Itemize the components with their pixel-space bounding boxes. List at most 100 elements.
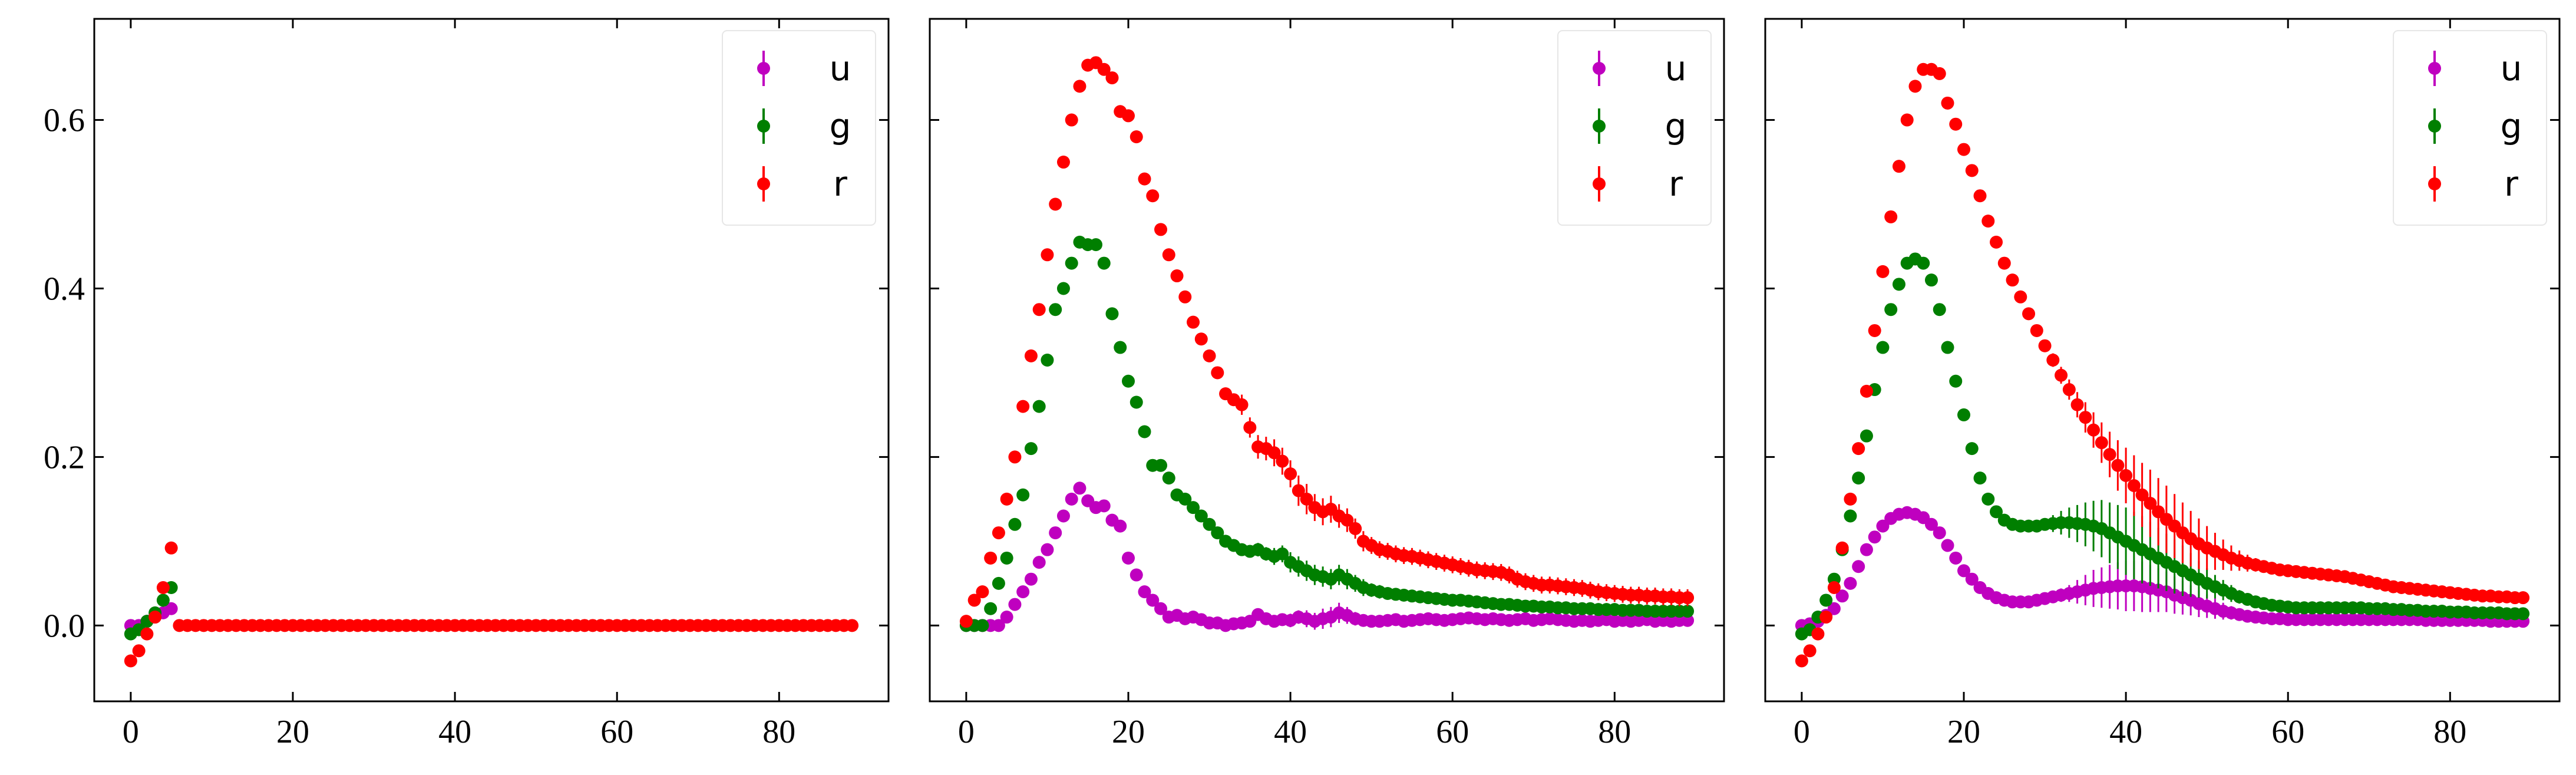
legend-label-u: u — [1665, 48, 1687, 88]
data-point — [1065, 256, 1078, 270]
data-point — [2055, 368, 2068, 382]
data-point — [1187, 315, 1200, 329]
data-point — [1933, 526, 1946, 540]
series-r — [124, 541, 859, 668]
legend-label-u: u — [830, 48, 851, 88]
data-point — [124, 654, 137, 668]
data-point — [2046, 354, 2060, 367]
x-tick-label: 20 — [1112, 714, 1145, 750]
data-point — [1065, 113, 1078, 127]
data-point — [2144, 497, 2157, 510]
data-point — [164, 602, 178, 615]
legend-label-g: g — [2501, 106, 2522, 146]
data-point — [976, 619, 989, 632]
data-point — [1681, 614, 1695, 627]
data-point — [1844, 509, 1857, 523]
data-point — [1933, 303, 1946, 316]
data-point — [2022, 307, 2036, 321]
data-point — [1154, 602, 1168, 615]
data-point — [1024, 349, 1038, 362]
data-point — [1844, 492, 1857, 506]
data-point — [1073, 80, 1086, 93]
data-point — [1300, 492, 1313, 506]
data-point — [1819, 593, 1833, 607]
panel-3: 0 20 40 60 80 ugr — [1764, 18, 2561, 750]
legend-marker-r — [2428, 177, 2441, 190]
data-point — [1852, 442, 1865, 456]
data-point — [1211, 366, 1224, 380]
data-point — [1884, 210, 1898, 223]
legend-box — [722, 30, 876, 226]
data-point — [1122, 109, 1135, 123]
data-point — [1349, 522, 1362, 535]
legend-label-g: g — [1665, 106, 1687, 146]
data-point — [2087, 423, 2101, 437]
series-r — [959, 56, 1695, 628]
data-point — [1235, 398, 1249, 411]
data-point — [992, 619, 1005, 632]
data-point — [1049, 197, 1062, 211]
series-g — [1795, 252, 2530, 641]
data-point — [1284, 467, 1297, 480]
data-point — [1276, 547, 1289, 560]
x-tick-label: 0 — [958, 714, 975, 750]
data-point — [1024, 572, 1038, 586]
data-point — [1097, 499, 1111, 513]
x-tick-label: 0 — [123, 714, 139, 750]
data-point — [1997, 256, 2011, 270]
data-point — [1138, 585, 1151, 599]
data-point — [1024, 442, 1038, 456]
x-tick-label: 60 — [600, 714, 633, 750]
data-point — [1924, 517, 1938, 531]
legend: ugr — [1557, 30, 1712, 226]
data-point — [1211, 526, 1224, 540]
data-point — [1178, 290, 1192, 304]
data-point — [1876, 265, 1890, 278]
legend: ugr — [722, 30, 876, 226]
data-point — [1008, 598, 1022, 611]
data-point — [1138, 172, 1151, 186]
data-point — [1056, 156, 1070, 169]
data-point — [2062, 383, 2076, 397]
data-point — [2516, 607, 2530, 621]
data-point — [1681, 605, 1695, 618]
data-point — [1056, 282, 1070, 295]
data-point — [132, 644, 146, 658]
data-point — [1154, 459, 1168, 472]
data-point — [1267, 446, 1281, 460]
legend-marker-g — [757, 120, 770, 133]
legend-label-r: r — [833, 164, 847, 204]
y-tick-label: 0.6 — [44, 103, 85, 139]
series-r — [1795, 62, 2530, 668]
y-tick-label: 0.4 — [44, 271, 85, 307]
data-point — [1835, 589, 1849, 603]
x-tick-label: 0 — [1794, 714, 1810, 750]
data-point — [1032, 400, 1046, 413]
panel-1: 0 20 40 60 80 0.0 0.2 0.4 0.6 ugr — [44, 18, 890, 750]
legend: ugr — [2393, 30, 2547, 226]
data-point — [1973, 189, 1987, 203]
data-point — [1860, 429, 1873, 443]
data-point — [2127, 479, 2141, 493]
data-point — [1860, 543, 1873, 556]
legend-marker-g — [1593, 120, 1606, 133]
data-point — [1990, 505, 2003, 519]
data-point — [1981, 492, 1995, 506]
data-point — [992, 576, 1005, 590]
data-point — [1041, 248, 1054, 262]
data-point — [1876, 519, 1890, 533]
data-point — [1949, 551, 1963, 565]
data-point — [1957, 143, 1970, 156]
data-point — [1884, 303, 1898, 316]
data-point — [148, 611, 162, 624]
x-tick-label: 40 — [2109, 714, 2142, 750]
data-layer — [124, 541, 859, 668]
legend-label-r: r — [2504, 164, 2518, 204]
data-point — [156, 593, 170, 607]
data-point — [1170, 269, 1184, 283]
data-point — [1900, 113, 1914, 127]
data-point — [2070, 398, 2084, 411]
x-tick-label: 20 — [276, 714, 309, 750]
data-point — [1844, 576, 1857, 590]
